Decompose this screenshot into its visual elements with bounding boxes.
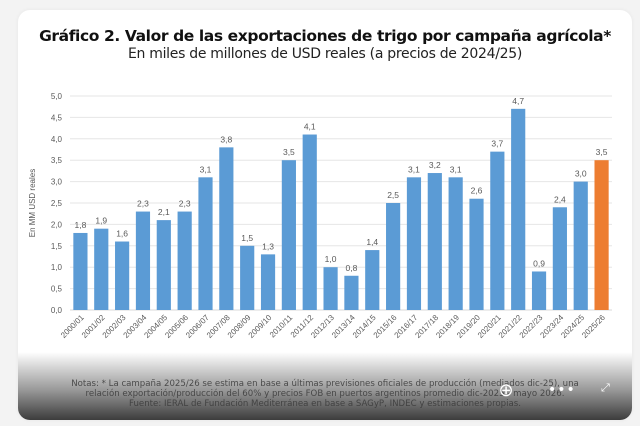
bar-2021-22 — [511, 108, 526, 310]
y-tick-label: 4,5 — [51, 113, 63, 122]
data-label: 1,9 — [95, 216, 107, 226]
data-label: 3,7 — [491, 139, 503, 149]
data-label: 4,1 — [304, 122, 316, 132]
data-label: 2,5 — [387, 190, 399, 200]
bar-2001-02 — [94, 228, 109, 310]
data-label: 2,4 — [554, 194, 566, 204]
chart-notes: Notas: * La campaña 2025/26 se estima en… — [18, 379, 632, 409]
data-label: 3,5 — [596, 147, 608, 157]
data-label: 3,8 — [220, 134, 232, 144]
bar-2008-09 — [240, 245, 255, 310]
data-label: 1,4 — [366, 237, 378, 247]
bar-2024-25 — [573, 181, 588, 310]
data-label: 1,5 — [241, 233, 253, 243]
bar-2007-08 — [219, 147, 234, 310]
bar-2009-10 — [260, 254, 276, 310]
y-tick-label: 1,5 — [51, 242, 63, 251]
bar-2018-19 — [448, 177, 463, 310]
bar-2006-07 — [198, 177, 213, 310]
data-label: 3,5 — [283, 147, 295, 157]
bar-2017-18 — [427, 173, 442, 310]
data-label: 1,3 — [262, 241, 274, 251]
data-label: 3,1 — [450, 164, 462, 174]
data-label: 4,7 — [512, 96, 524, 106]
x-axis-ticks: 2000/012001/022002/032003/042004/052005/… — [59, 313, 607, 340]
data-labels: 1,8 1,9 1,6 2,3 2,1 2,3 3,1 3,8 1,5 1,3 3,5 4,1 1,0 0… — [75, 96, 608, 273]
data-label: 2,6 — [471, 186, 483, 196]
bar-2023-24 — [552, 207, 567, 310]
notes-line-1: Notas: * La campaña 2025/26 se estima en… — [71, 379, 579, 389]
bar-2004-05 — [156, 220, 171, 310]
bar-2011-12 — [302, 134, 317, 310]
data-label: 3,2 — [429, 160, 441, 170]
zoom-in-icon[interactable]: ⊕ — [498, 380, 514, 401]
chart-title: Gráfico 2. Valor de las exportaciones de… — [39, 27, 611, 45]
y-tick-label: 0,0 — [51, 306, 63, 315]
y-tick-label: 2,5 — [51, 199, 63, 208]
data-label: 1,6 — [116, 229, 128, 239]
bar-2010-11 — [281, 160, 296, 310]
x-tick-label: 2025/26 — [580, 313, 607, 340]
bar-2012-13 — [323, 267, 338, 310]
chart-card: Gráfico 2. Valor de las exportaciones de… — [18, 10, 632, 420]
y-axis-label: En MM USD reales — [28, 169, 37, 237]
y-tick-label: 1,0 — [51, 263, 63, 272]
bar-2022-23 — [531, 271, 547, 310]
bar-2014-15 — [365, 250, 380, 310]
data-label: 1,0 — [325, 254, 337, 264]
bar-2020-21 — [490, 151, 505, 310]
data-label: 2,1 — [158, 207, 170, 217]
data-label: 1,8 — [75, 220, 87, 230]
notes-line-3: Fuente: IERAL de Fundación Mediterránea … — [129, 398, 521, 409]
data-label: 0,9 — [533, 258, 545, 268]
data-label: 0,8 — [346, 263, 358, 273]
notes-overlay — [18, 352, 632, 420]
expand-icon[interactable]: ⤢ — [601, 381, 610, 394]
y-tick-label: 5,0 — [51, 92, 63, 101]
y-tick-label: 4,0 — [51, 135, 63, 144]
bar-2015-16 — [386, 203, 401, 310]
data-label: 2,3 — [179, 199, 191, 209]
bar-2013-14 — [344, 275, 359, 310]
bar-2000-01 — [73, 232, 88, 310]
y-tick-label: 2,0 — [51, 220, 63, 229]
bar-2016-17 — [406, 177, 422, 310]
bars — [73, 108, 609, 310]
chart-subtitle: En miles de millones de USD reales (a pr… — [127, 46, 522, 62]
data-label: 3,1 — [200, 164, 212, 174]
gridlines — [70, 95, 612, 311]
data-label: 2,3 — [137, 199, 149, 209]
bar-2019-20 — [469, 198, 484, 310]
data-label: 3,1 — [408, 164, 420, 174]
bar-2005-06 — [177, 211, 192, 310]
y-axis-ticks: 0,0 0,5 1,0 1,5 2,0 2,5 3,0 3,5 4,0 4,5 5,0 — [51, 92, 63, 315]
bar-2002-03 — [115, 241, 130, 310]
y-tick-label: 3,0 — [51, 178, 63, 187]
y-tick-label: 0,5 — [51, 285, 63, 294]
bar-2003-04 — [135, 211, 151, 310]
notes-line-2: relación exportación/producción del 60% … — [85, 388, 565, 399]
y-tick-label: 3,5 — [51, 156, 63, 165]
more-options-icon[interactable]: ••• — [548, 382, 576, 398]
data-label: 3,0 — [575, 169, 587, 179]
bar-2025-26 — [594, 160, 609, 310]
